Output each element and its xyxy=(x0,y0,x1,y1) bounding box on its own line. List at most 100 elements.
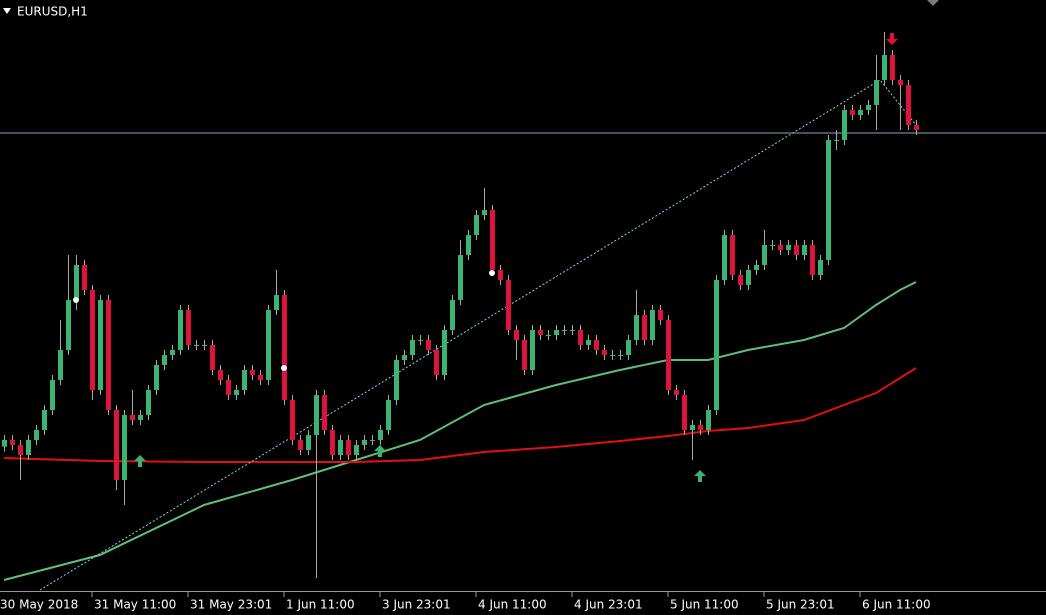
shift-marker xyxy=(927,0,939,6)
candle-body xyxy=(90,290,95,390)
candle-body xyxy=(2,440,7,447)
moving-average xyxy=(3,367,917,463)
candle-body xyxy=(210,345,215,370)
candle-body xyxy=(650,310,655,340)
candle-body xyxy=(802,245,807,255)
candle-body xyxy=(410,340,415,355)
candle-body xyxy=(434,350,439,375)
candle-body xyxy=(354,445,359,455)
trendline xyxy=(39,79,917,591)
candle-body xyxy=(522,340,527,370)
candle-body xyxy=(634,315,639,340)
candle-body xyxy=(442,330,447,375)
signal-arrow xyxy=(374,445,386,457)
x-tick-label: 4 Jun 23:01 xyxy=(574,598,643,612)
candle-body xyxy=(874,80,879,105)
candle-body xyxy=(842,110,847,140)
candle-body xyxy=(258,375,263,380)
candle-body xyxy=(194,345,199,346)
candle-body xyxy=(178,310,183,350)
candle-body xyxy=(490,210,495,270)
candle-body xyxy=(146,390,151,415)
candle-body xyxy=(466,235,471,255)
candle-body xyxy=(514,330,519,340)
candle-body xyxy=(66,300,71,350)
moving-average xyxy=(3,281,917,581)
x-tick-label: 5 Jun 11:00 xyxy=(670,598,739,612)
candle-body xyxy=(402,355,407,360)
x-tick-label: 6 Jun 11:00 xyxy=(862,598,931,612)
candle-body xyxy=(794,245,799,255)
candle-body xyxy=(570,330,575,331)
candle-body xyxy=(786,245,791,250)
candle-body xyxy=(170,350,175,355)
candle-body xyxy=(298,440,303,450)
candle-body xyxy=(386,400,391,430)
x-tick-label: 1 Jun 11:00 xyxy=(286,598,355,612)
candle-body xyxy=(690,425,695,430)
candle-body xyxy=(538,330,543,335)
candle-body xyxy=(890,55,895,80)
candle-body xyxy=(18,445,23,455)
candle-body xyxy=(506,280,511,330)
candle-body xyxy=(346,440,351,455)
candle-body xyxy=(738,275,743,285)
candle-body xyxy=(34,430,39,440)
candle-body xyxy=(458,255,463,300)
candle-body xyxy=(418,340,423,341)
candle-body xyxy=(50,380,55,410)
candle-body xyxy=(322,395,327,430)
candle-body xyxy=(810,245,815,275)
candle-body xyxy=(226,380,231,395)
candle-body xyxy=(642,315,647,340)
candle-body xyxy=(850,110,855,115)
candle-body xyxy=(818,260,823,275)
candle-body xyxy=(378,430,383,440)
candle-body xyxy=(138,415,143,420)
candle-body xyxy=(682,395,687,430)
candle-body xyxy=(722,235,727,280)
candle-body xyxy=(698,425,703,430)
candle-body xyxy=(10,440,15,445)
candle-body xyxy=(834,140,839,141)
candle-body xyxy=(778,245,783,250)
marker-dot xyxy=(281,365,287,371)
candle-body xyxy=(362,440,367,445)
candle-body xyxy=(706,410,711,430)
candle-body xyxy=(202,345,207,346)
x-tick-label: 5 Jun 23:01 xyxy=(766,598,835,612)
candle-body xyxy=(610,355,615,356)
candle-body xyxy=(546,335,551,336)
candle-body xyxy=(714,280,719,410)
candle-body xyxy=(338,440,343,455)
signal-arrow xyxy=(886,33,898,45)
candle-body xyxy=(530,330,535,370)
candle-body xyxy=(426,340,431,350)
candle-body xyxy=(586,340,591,345)
candle-body xyxy=(234,390,239,395)
menu-triangle[interactable] xyxy=(3,8,11,14)
candle-body xyxy=(498,270,503,280)
x-tick-label: 31 May 11:00 xyxy=(94,598,176,612)
candle-body xyxy=(130,415,135,420)
candle-body xyxy=(330,430,335,455)
candle-body xyxy=(450,300,455,330)
candle-body xyxy=(866,105,871,110)
signal-arrow xyxy=(134,455,146,467)
candle-body xyxy=(858,110,863,115)
candle-body xyxy=(826,140,831,260)
x-tick-label: 31 May 23:01 xyxy=(190,598,272,612)
candle-body xyxy=(282,295,287,400)
candle-body xyxy=(58,350,63,380)
candle-body xyxy=(666,320,671,390)
candle-body xyxy=(754,265,759,270)
candle-body xyxy=(482,210,487,215)
candle-body xyxy=(882,55,887,80)
candle-body xyxy=(394,360,399,400)
candle-body xyxy=(98,300,103,390)
x-tick-label: 30 May 2018 xyxy=(0,598,78,612)
candle-body xyxy=(162,355,167,365)
